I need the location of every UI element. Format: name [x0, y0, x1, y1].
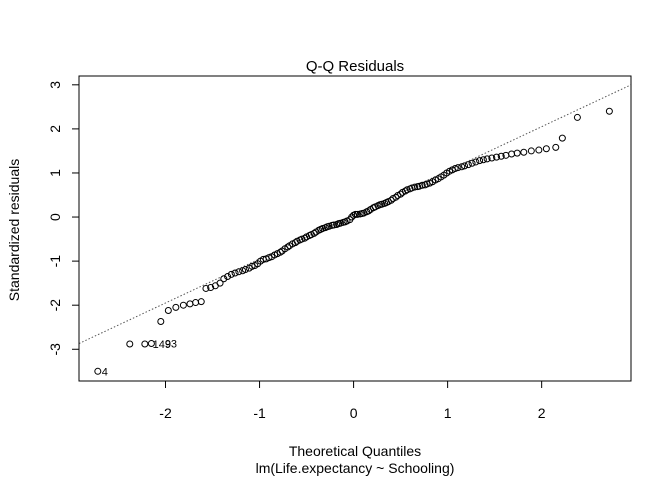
data-point	[483, 155, 491, 163]
point-label: 93	[165, 339, 177, 351]
data-point	[336, 219, 344, 227]
y-tick-label: 1	[47, 169, 63, 177]
data-point	[411, 183, 419, 191]
data-point	[351, 210, 359, 218]
data-point	[164, 306, 172, 314]
data-point	[197, 298, 205, 306]
data-point	[461, 162, 469, 170]
data-point	[353, 210, 361, 218]
data-point	[126, 340, 134, 348]
data-point	[265, 254, 273, 262]
data-point	[497, 152, 505, 160]
data-point	[488, 154, 496, 162]
data-point	[464, 161, 472, 169]
qq-reference-line	[78, 84, 632, 344]
data-point	[224, 273, 232, 281]
point-label: 149	[153, 339, 171, 351]
x-tick-label: 1	[444, 405, 452, 421]
data-point	[451, 165, 459, 173]
data-point	[573, 113, 581, 121]
data-point	[330, 221, 338, 229]
data-point	[458, 163, 466, 171]
data-point	[94, 367, 102, 375]
x-tick-label: 0	[350, 405, 358, 421]
x-tick-label: -2	[159, 405, 172, 421]
data-point	[325, 222, 333, 230]
chart-title: Q-Q Residuals	[306, 58, 404, 75]
data-point	[552, 143, 560, 151]
y-tick-label: -2	[47, 299, 63, 312]
data-point	[141, 340, 149, 348]
reference-line-layer	[78, 84, 632, 344]
chart-subtitle: lm(Life.expectancy ~ Schooling)	[256, 460, 455, 476]
data-point	[248, 262, 256, 270]
y-tick-label: -3	[47, 343, 63, 356]
x-tick-label: -1	[253, 405, 266, 421]
y-axis: -3 -2 -1 0 1 2 3	[47, 81, 80, 356]
data-point	[387, 196, 395, 204]
data-point	[558, 134, 566, 142]
data-point	[542, 145, 550, 153]
y-axis-label: Standardized residuals	[6, 159, 22, 301]
data-point	[227, 270, 235, 278]
data-point	[172, 303, 180, 311]
data-point	[535, 146, 543, 154]
points-layer	[94, 107, 613, 375]
data-point	[276, 248, 284, 256]
data-point	[454, 164, 462, 172]
data-point	[605, 107, 613, 115]
data-point	[397, 190, 405, 198]
data-point	[310, 229, 318, 237]
data-point	[403, 186, 411, 194]
data-point	[157, 317, 165, 325]
x-axis: -2 -1 0 1 2	[159, 380, 546, 421]
data-point	[179, 301, 187, 309]
y-tick-label: 0	[47, 213, 63, 221]
data-point	[235, 268, 243, 276]
point-label: 4	[102, 366, 108, 378]
data-point	[147, 340, 155, 348]
data-point	[241, 265, 249, 273]
data-point	[319, 225, 327, 232]
data-point	[284, 243, 292, 251]
y-tick-label: -1	[47, 255, 63, 268]
data-point	[231, 269, 239, 277]
data-point	[527, 147, 535, 155]
data-point	[220, 275, 228, 283]
data-point	[513, 149, 521, 157]
data-point	[472, 158, 480, 166]
data-point	[493, 153, 501, 161]
y-tick-label: 2	[47, 125, 63, 133]
x-tick-label: 2	[538, 405, 546, 421]
data-point	[365, 207, 373, 215]
data-point	[520, 148, 528, 156]
data-point	[468, 159, 476, 167]
data-point	[378, 200, 386, 208]
data-point	[207, 284, 215, 292]
data-point	[418, 181, 426, 189]
y-tick-label: 3	[47, 81, 63, 89]
data-point	[392, 193, 400, 201]
data-point	[202, 284, 210, 292]
data-point	[216, 279, 224, 287]
data-point	[476, 157, 484, 165]
data-point	[479, 156, 487, 164]
x-axis-label: Theoretical Quantiles	[289, 443, 421, 459]
